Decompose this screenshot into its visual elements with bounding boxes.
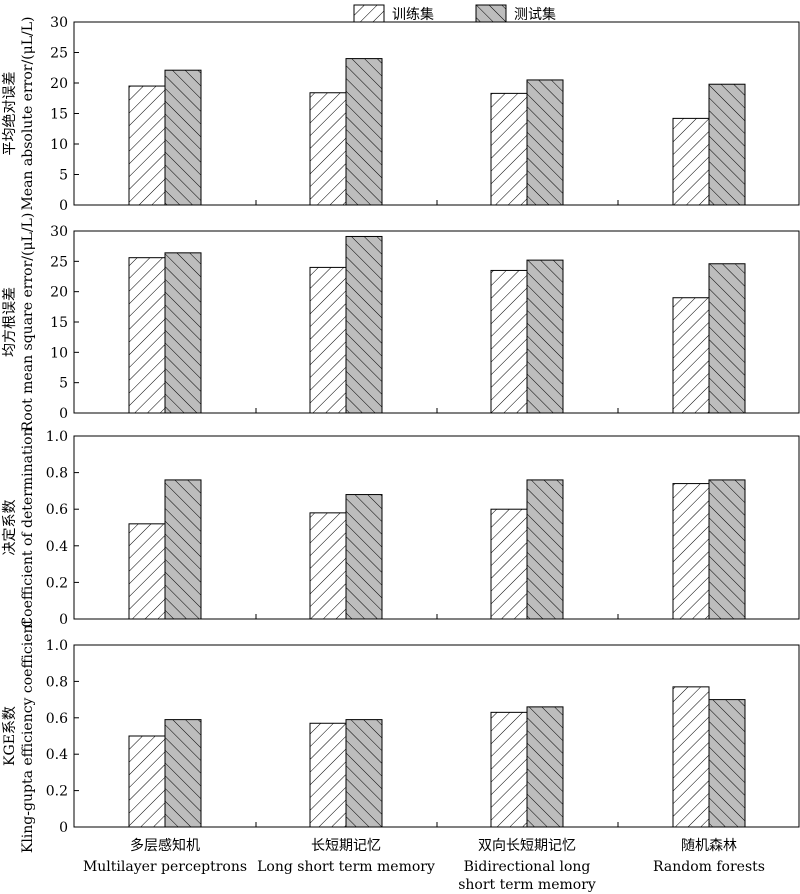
y-tick-label-0-6: 30 [50, 15, 68, 31]
y-axis-title-zh-1: 均方根误差 [2, 287, 18, 357]
y-tick-label-2-5: 1.0 [46, 429, 68, 445]
y-axis-title-en-2: Coefficient of determination [20, 427, 36, 627]
bar-2-train-2 [490, 508, 528, 620]
bar-3-train-2 [490, 711, 528, 828]
y-axis-title-en-3: Kling-gupta efficiency coefficient [20, 619, 36, 854]
bar-1-test-1 [345, 235, 383, 414]
category-0-en-line1: Multilayer perceptrons [83, 859, 247, 875]
y-tick-label-1-0: 0 [59, 406, 68, 422]
y-tick-label-1-5: 25 [50, 254, 68, 270]
category-1-zh: 长短期记忆 [311, 838, 381, 854]
bar-0-test-0 [164, 69, 202, 206]
y-tick-label-0-1: 5 [59, 168, 68, 184]
y-tick-label-2-0: 0 [59, 612, 68, 628]
y-tick-label-0-5: 25 [50, 46, 68, 62]
y-tick-label-1-6: 30 [50, 224, 68, 240]
y-tick-label-0-3: 15 [50, 107, 68, 123]
y-tick-label-3-2: 0.4 [46, 747, 68, 763]
y-tick-label-3-5: 1.0 [46, 638, 68, 654]
x-axis-labels: 多层感知机 Multilayer perceptrons 长短期记忆 Long … [83, 837, 765, 893]
panel-2: 0 0.2 0.4 0.6 0.8 1.0 决定系数 Coefficient of deter… [2, 427, 800, 628]
bar-1-test-0 [164, 252, 202, 414]
legend-swatch-train [353, 4, 385, 23]
y-tick-label-2-3: 0.6 [46, 502, 68, 518]
legend: 训练集 测试集 [353, 4, 556, 23]
y-tick-label-3-0: 0 [59, 820, 68, 836]
y-axis-title-zh-0: 平均绝对误差 [2, 72, 18, 156]
category-0-zh: 多层感知机 [130, 837, 200, 854]
bar-3-train-0 [128, 735, 166, 828]
bar-3-test-2 [526, 706, 564, 828]
bar-0-test-2 [526, 79, 564, 206]
y-tick-label-2-2: 0.4 [46, 539, 68, 555]
bar-1-train-2 [490, 269, 528, 414]
bar-1-test-3 [708, 263, 746, 414]
y-tick-label-1-4: 20 [50, 285, 68, 301]
panel-3: 0 0.2 0.4 0.6 0.8 1.0 KGE系数 Kling-gupta efficie… [2, 619, 800, 854]
bar-3-train-1 [309, 722, 347, 828]
y-axis-title-zh-2: 决定系数 [2, 500, 18, 556]
category-2-zh: 双向长短期记忆 [478, 838, 576, 854]
y-tick-label-3-3: 0.6 [46, 711, 68, 727]
bar-2-test-2 [526, 479, 564, 620]
bar-2-test-0 [164, 479, 202, 620]
bar-3-test-3 [708, 699, 746, 828]
bar-1-test-2 [526, 259, 564, 414]
category-2-en-line1: Bidirectional long [464, 859, 591, 875]
category-1-en-line1: Long short term memory [257, 859, 435, 875]
bar-3-test-0 [164, 719, 202, 828]
bar-2-test-1 [345, 494, 383, 620]
bar-1-train-0 [128, 257, 166, 414]
y-axis-title-zh-3: KGE系数 [2, 706, 18, 766]
bar-3-test-1 [345, 719, 383, 828]
panels: 0 5 10 15 20 25 30 平均绝对误差 Mean absolute error/(μ… [2, 15, 800, 854]
y-tick-label-1-1: 5 [59, 376, 68, 392]
y-tick-label-2-4: 0.8 [46, 466, 68, 482]
category-3-zh: 随机森林 [681, 838, 737, 854]
bar-1-train-3 [672, 297, 710, 414]
bar-1-train-1 [309, 266, 347, 414]
bar-0-train-3 [672, 117, 710, 206]
y-tick-label-3-1: 0.2 [46, 784, 68, 800]
y-tick-label-3-4: 0.8 [46, 674, 68, 690]
bar-0-train-0 [128, 85, 166, 206]
bar-0-train-2 [490, 92, 528, 206]
panel-0: 0 5 10 15 20 25 30 平均绝对误差 Mean absolute error/(μ… [2, 15, 800, 214]
y-tick-label-1-3: 15 [50, 315, 68, 331]
bar-0-test-1 [345, 58, 383, 206]
y-tick-label-1-2: 10 [50, 345, 68, 361]
bar-0-train-1 [309, 92, 347, 206]
bar-2-train-3 [672, 483, 710, 620]
bar-3-train-3 [672, 686, 710, 828]
y-tick-label-0-2: 10 [50, 137, 68, 153]
y-tick-label-2-1: 0.2 [46, 575, 68, 591]
y-axis-title-en-1: Root mean square error/(μL/L) [20, 213, 36, 432]
legend-label-train: 训练集 [392, 6, 434, 23]
panel-1: 0 5 10 15 20 25 30 均方根误差 Root mean square error/… [2, 213, 800, 432]
bar-2-train-0 [128, 523, 166, 620]
bar-2-test-3 [708, 479, 746, 620]
bar-0-test-3 [708, 83, 746, 206]
y-axis-title-en-0: Mean absolute error/(μL/L) [20, 16, 36, 210]
bar-2-train-1 [309, 512, 347, 620]
category-3-en-line1: Random forests [653, 859, 765, 875]
legend-label-test: 测试集 [514, 6, 556, 23]
legend-swatch-test [475, 4, 507, 23]
y-tick-label-0-4: 20 [50, 76, 68, 92]
category-2-en-line2: short term memory [458, 877, 596, 893]
y-tick-label-0-0: 0 [59, 198, 68, 214]
